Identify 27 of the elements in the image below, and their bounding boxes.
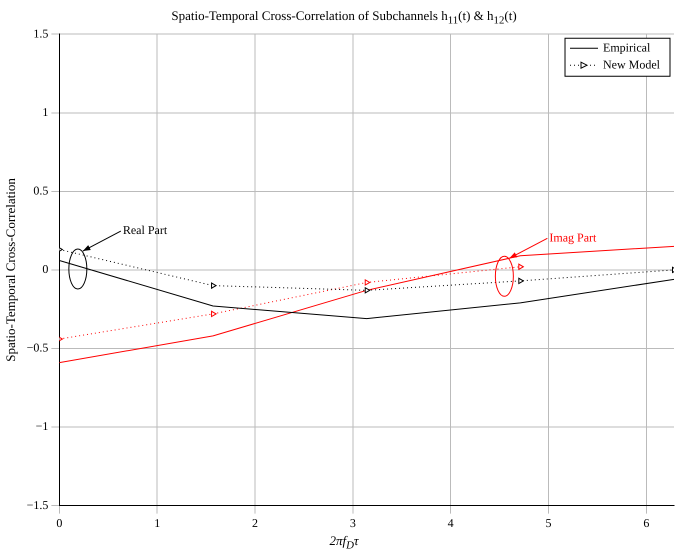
x-tick-label: 4 (448, 516, 454, 530)
y-tick-label: 1.5 (33, 26, 48, 40)
point (211, 310, 217, 317)
point (364, 279, 370, 286)
x-axis-title: 2πf$_{D}$τ (328, 533, 360, 552)
y-tick-label: 0 (42, 262, 48, 276)
y-tick-label: 0.5 (33, 183, 48, 198)
chart-title: Spatio-Temporal Cross-Correlation of Subchannels h$_{11}$(t) & h$_{12}$(t) (170, 8, 518, 27)
x-tick-label: 5 (545, 516, 552, 530)
annotation: Imag Part (549, 230, 598, 244)
y-tick-label: −0.5 (26, 340, 48, 355)
x-tick-label: 6 (643, 516, 650, 530)
y-axis-title: Spatio-Temporal Cross-Correlation (3, 178, 18, 362)
x-tick-label: 3 (350, 516, 356, 530)
point (518, 264, 524, 270)
annotation: Real Part (122, 223, 168, 238)
point (211, 282, 217, 289)
y-tick-label: −1 (36, 419, 48, 434)
point (518, 278, 524, 284)
x-tick-label: 2 (252, 516, 258, 530)
point (364, 287, 370, 294)
x-tick-label: 1 (154, 516, 160, 530)
legend-label: Empirical (603, 40, 651, 54)
y-tick-label: −1.5 (26, 498, 48, 512)
legend-label: New Model (603, 57, 661, 72)
x-tick-label: 0 (56, 516, 62, 530)
y-tick-label: 1 (42, 104, 48, 119)
